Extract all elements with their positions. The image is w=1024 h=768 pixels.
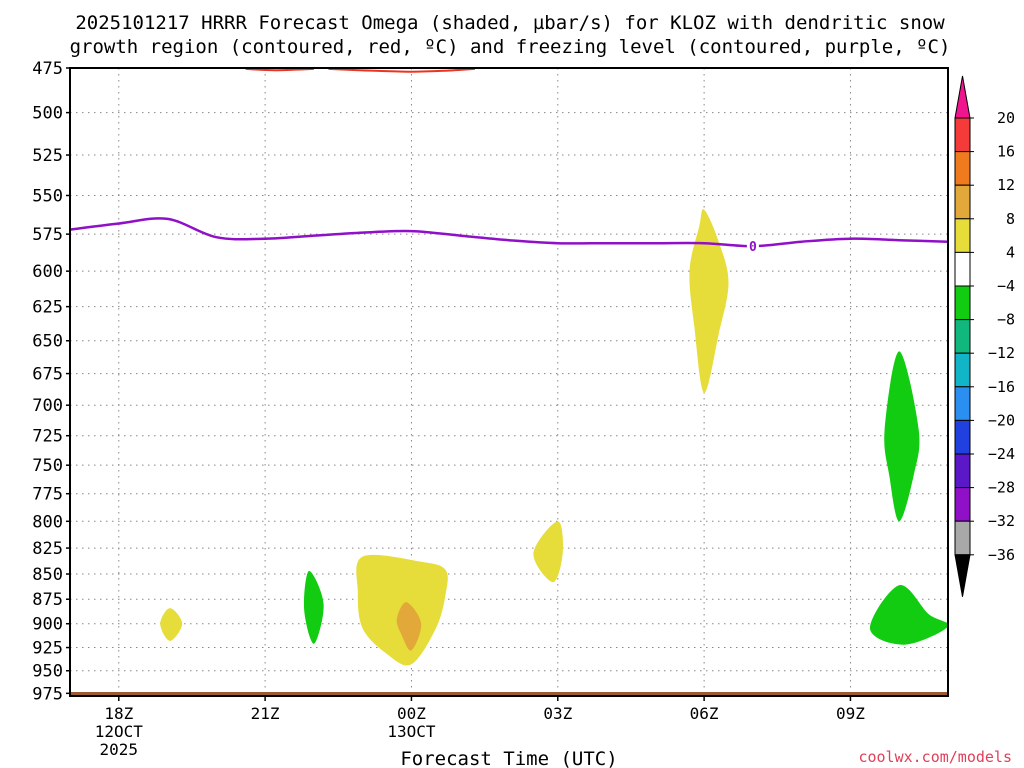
y-tick-label: 625: [32, 298, 63, 318]
colorbar-label: 8: [1006, 210, 1015, 228]
y-tick-label: 500: [32, 104, 63, 124]
colorbar-bottom-triangle: [954, 554, 971, 597]
omega-area: [689, 209, 729, 393]
colorbar-swatch: [954, 319, 971, 354]
y-tick-label: 750: [32, 456, 63, 476]
colorbar-label: −24: [988, 445, 1015, 463]
colorbar-label: −20: [988, 411, 1015, 429]
colorbar-top-triangle: [954, 75, 971, 119]
y-tick-label: 650: [32, 332, 63, 352]
x-tick-label: 13OCT: [387, 722, 436, 741]
y-tick-label: 725: [32, 427, 63, 447]
y-tick-label: 875: [32, 590, 63, 610]
y-tick-label: 950: [32, 662, 63, 682]
y-tick-label: 825: [32, 539, 63, 559]
freezing-level-line: [70, 217, 948, 248]
colorbar-swatch: [954, 285, 971, 321]
y-tick-label: 475: [32, 59, 63, 79]
colorbar-swatch: [954, 218, 971, 253]
y-tick-label: 800: [32, 512, 63, 532]
colorbar-swatch: [954, 487, 971, 522]
omega-area: [869, 585, 948, 645]
colorbar-swatch: [954, 352, 971, 388]
plot-frame: [69, 67, 949, 697]
x-tick-label: 21Z: [251, 704, 280, 723]
y-tick-label: 550: [32, 186, 63, 206]
colorbar-label: −36: [988, 546, 1015, 564]
y-tick-label: 575: [32, 225, 63, 245]
dendritic-growth-contour: [328, 68, 475, 73]
colorbar-label: 4: [1006, 243, 1015, 261]
y-tick-label: 525: [32, 146, 63, 166]
colorbar-swatch: [954, 184, 971, 220]
colorbar-label: −8: [997, 311, 1015, 329]
colorbar-label: −16: [988, 378, 1015, 396]
y-tick-label: 675: [32, 365, 63, 385]
x-tick-label: 09Z: [836, 704, 865, 723]
colorbar-label: 16: [997, 143, 1015, 161]
x-tick-label: 03Z: [543, 704, 572, 723]
x-axis-label: Forecast Time (UTC): [400, 748, 617, 768]
surface-terrain: [70, 691, 948, 696]
y-tick-label: 925: [32, 639, 63, 659]
y-tick-label: 775: [32, 485, 63, 505]
chart-title-line-2: growth region (contoured, red, ºC) and f…: [70, 36, 951, 58]
colorbar-swatch: [954, 251, 971, 287]
y-tick-label: 600: [32, 262, 63, 282]
x-tick-label: 06Z: [690, 704, 719, 723]
y-tick-label: 975: [32, 684, 63, 704]
credit-text: coolwx.com/models: [858, 748, 1012, 766]
y-tick-label: 850: [32, 565, 63, 585]
colorbar-swatch: [954, 151, 971, 186]
colorbar-label: −32: [988, 512, 1015, 530]
omega-area: [160, 608, 183, 641]
omega-area: [533, 521, 563, 583]
x-tick-label: 2025: [100, 740, 139, 759]
omega-area: [396, 602, 422, 651]
colorbar-swatch: [954, 419, 971, 455]
freezing-level-label-bg: [746, 238, 759, 254]
colorbar-swatch: [954, 453, 971, 489]
freezing-level-label: 0: [749, 240, 757, 255]
y-tick-label: 700: [32, 396, 63, 416]
omega-area: [884, 351, 920, 522]
dendritic-growth-contour: [245, 68, 314, 72]
plot-content: 0: [70, 68, 948, 696]
x-tick-label: 12OCT: [95, 722, 144, 741]
omega-colorbar: 20 16 12 8 4 −4 −8 −12 −16 −20 −24 −28 −32 −36: [954, 75, 1015, 597]
y-axis: 475 500 525 550 575 600 625 650 675 700 725 750 775 8…: [32, 59, 70, 704]
x-tick-label: 00Z: [397, 704, 426, 723]
plot-area: 0: [69, 67, 949, 697]
chart-title-line-1: 2025101217 HRRR Forecast Omega (shaded, …: [75, 12, 945, 34]
colorbar-swatch: [954, 386, 971, 421]
x-tick-label: 18Z: [104, 704, 133, 723]
colorbar-label: −28: [988, 479, 1015, 497]
colorbar-swatch: [954, 117, 971, 153]
colorbar-label: 12: [997, 176, 1015, 194]
colorbar-label: 20: [997, 109, 1015, 127]
y-tick-label: 900: [32, 615, 63, 635]
colorbar-swatch: [954, 520, 971, 556]
colorbar-label: −12: [988, 344, 1015, 362]
omega-area: [303, 570, 324, 644]
colorbar-label: −4: [997, 277, 1015, 295]
